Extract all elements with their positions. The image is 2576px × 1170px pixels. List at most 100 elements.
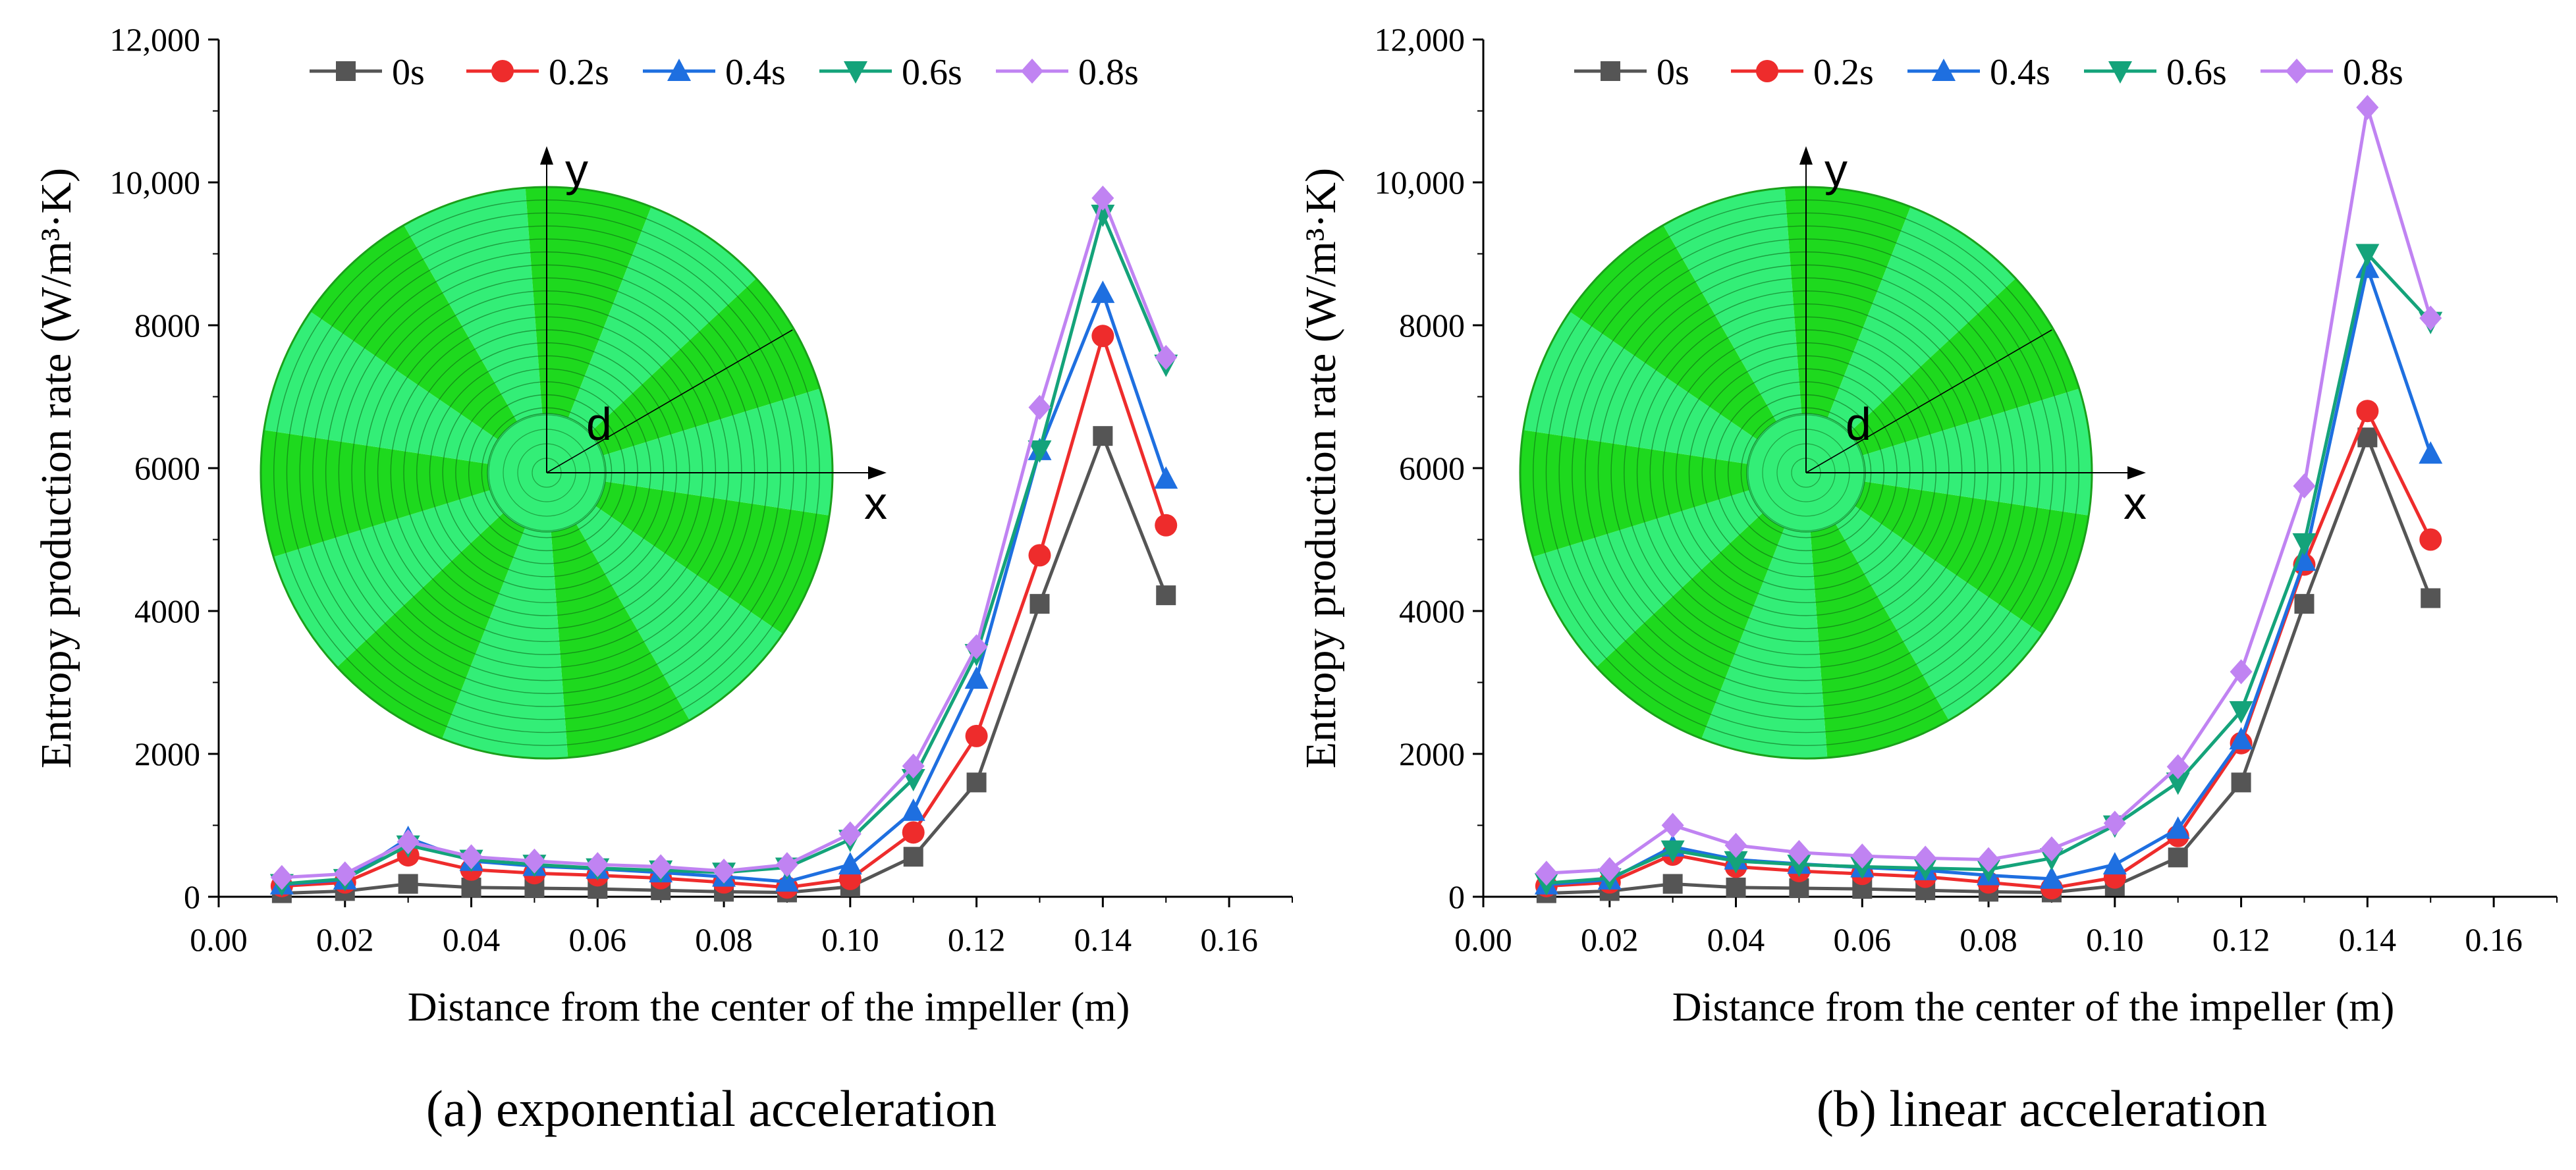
- data-point: [1660, 840, 1685, 863]
- data-point: [2292, 533, 2316, 556]
- x-tick-label: 0.10: [2086, 921, 2144, 958]
- impeller-sector: [1806, 473, 2089, 634]
- data-point: [902, 821, 925, 844]
- figure-caption: (b) linear acceleration: [1817, 1080, 2267, 1137]
- legend-label: 0.2s: [1813, 52, 1874, 93]
- y-tick-label: 0: [1448, 878, 1465, 915]
- data-point: [965, 724, 988, 747]
- impeller-sector: [547, 473, 830, 634]
- data-point: [1977, 847, 2000, 872]
- x-tick-label: 0.10: [821, 921, 879, 958]
- data-point: [902, 753, 925, 779]
- data-point: [1155, 514, 1178, 537]
- x-tick-label: 0.04: [1707, 921, 1765, 958]
- impeller-sector: [1784, 187, 1911, 473]
- y-tick-label: 6000: [134, 450, 200, 487]
- x-tick-label: 0.06: [569, 921, 627, 958]
- data-point: [2040, 836, 2063, 862]
- data-point: [270, 864, 293, 890]
- inset-radius-label: d: [586, 398, 612, 450]
- data-point: [838, 852, 862, 875]
- data-point: [838, 821, 862, 847]
- y-tick-label: 0: [184, 878, 200, 915]
- legend-marker: [844, 61, 867, 84]
- y-tick-label: 10,000: [1375, 164, 1466, 201]
- x-tick-label: 0.02: [316, 921, 374, 958]
- y-tick-label: 4000: [1399, 593, 1465, 629]
- legend-marker: [1756, 60, 1778, 82]
- x-tick-label: 0.14: [2339, 921, 2397, 958]
- x-tick-label: 0.02: [1581, 921, 1639, 958]
- legend-item-0_4s: 0.4s: [643, 52, 786, 93]
- impeller-sector: [263, 311, 547, 473]
- legend-label: 0s: [392, 52, 425, 93]
- impeller-inset: y x d: [260, 144, 887, 760]
- data-point: [2355, 244, 2380, 267]
- inset-radius-line: [1805, 329, 2052, 473]
- legend-label: 0.8s: [2343, 52, 2403, 93]
- data-point: [1661, 812, 1684, 838]
- x-tick-label: 0.08: [695, 921, 753, 958]
- data-point: [1029, 594, 1050, 614]
- legend-item-0_2s: 0.2s: [1731, 52, 1874, 93]
- legend-item-0_2s: 0.2s: [466, 52, 609, 93]
- data-point: [2230, 659, 2253, 685]
- data-point: [1724, 832, 1747, 858]
- data-point: [1093, 426, 1113, 446]
- data-point: [2419, 528, 2442, 551]
- inset-radius-label: d: [1846, 398, 1871, 450]
- inset-radius-line: [546, 329, 793, 473]
- data-point: [1028, 394, 1051, 420]
- data-point: [333, 861, 356, 887]
- data-point: [1028, 544, 1051, 567]
- data-point: [903, 847, 923, 867]
- inset-x-arrow: [2127, 466, 2146, 479]
- impeller-sector: [1533, 473, 1806, 668]
- impeller-inset: y x d: [1519, 144, 2147, 760]
- data-point: [775, 852, 798, 878]
- impeller-sector: [310, 225, 547, 473]
- x-tick-label: 0.12: [2212, 921, 2270, 958]
- data-point: [966, 772, 987, 793]
- data-point: [965, 634, 988, 660]
- impeller-sector: [404, 188, 547, 473]
- impeller-sector: [442, 473, 568, 758]
- data-point: [2039, 866, 2064, 889]
- x-axis-label: Distance from the center of the impeller…: [1672, 985, 2395, 1030]
- y-tick-label: 8000: [134, 307, 200, 344]
- legend-label: 0.6s: [2166, 52, 2227, 93]
- legend-item-0_8s: 0.8s: [996, 52, 1139, 93]
- data-point: [1154, 466, 1178, 489]
- data-point: [2231, 772, 2251, 793]
- data-point: [2293, 473, 2316, 499]
- legend-label: 0s: [1657, 52, 1689, 93]
- x-tick-label: 0.16: [2465, 921, 2523, 958]
- data-point: [1091, 325, 1114, 348]
- legend: 0s 0.2s 0.4s 0.6s 0.8s: [310, 52, 1139, 93]
- legend-item-0_6s: 0.6s: [2084, 52, 2227, 93]
- impeller-sector: [1570, 225, 1806, 473]
- data-point: [2102, 852, 2127, 875]
- impeller-sector: [273, 473, 547, 668]
- impeller-sector: [1806, 473, 1949, 758]
- data-point: [2166, 816, 2190, 839]
- data-point: [1155, 344, 1178, 370]
- y-tick-label: 12,000: [110, 21, 201, 58]
- data-point: [1787, 855, 1811, 878]
- y-tick-label: 10,000: [110, 164, 201, 201]
- y-tick-label: 2000: [134, 735, 200, 772]
- impeller-sector: [525, 186, 651, 473]
- inset-y-arrow: [1799, 146, 1813, 165]
- data-point: [1028, 440, 1052, 463]
- chart-panel-b: y x d 0.00 0.02 0.04 0.06 0.08 0.10 0.12 0.14 0.16 0…: [1297, 21, 2558, 1137]
- data-point: [1788, 839, 1811, 865]
- inset-x-arrow: [868, 466, 887, 479]
- legend-label: 0.8s: [1078, 52, 1139, 93]
- legend-item-0s: 0s: [310, 52, 425, 93]
- data-point: [1535, 861, 1558, 886]
- data-point: [2166, 772, 2190, 795]
- data-point: [523, 848, 546, 874]
- legend-marker: [667, 59, 691, 81]
- data-point: [586, 852, 609, 878]
- x-tick-label: 0.06: [1834, 921, 1892, 958]
